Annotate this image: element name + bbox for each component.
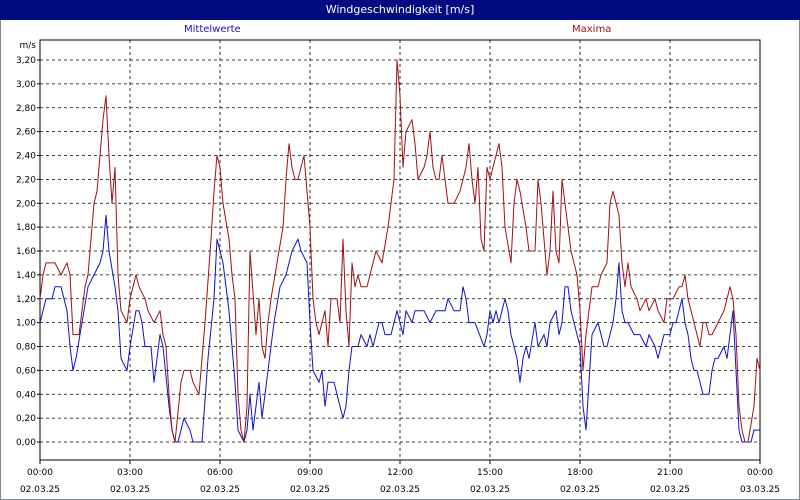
x-tick-time-label: 15:00 (477, 468, 503, 478)
y-tick-label: 1,20 (16, 295, 36, 305)
x-tick-date-label: 02.03.25 (290, 485, 330, 495)
x-tick-date-label: 02.03.25 (560, 485, 600, 495)
legend-max-label: Maxima (572, 24, 612, 35)
x-tick-date-label: 02.03.25 (650, 485, 690, 495)
x-tick-time-label: 12:00 (387, 468, 413, 478)
x-tick-date-label: 03.03.25 (740, 485, 780, 495)
chart-title: Windgeschwindigkeit [m/s] (0, 0, 800, 20)
x-tick-time-label: 00:00 (747, 468, 773, 478)
y-tick-label: 0,40 (16, 390, 36, 400)
x-tick-time-label: 09:00 (297, 468, 323, 478)
y-tick-label: 3,00 (16, 80, 36, 90)
y-tick-label: 1,40 (16, 271, 36, 281)
y-tick-label: 0,20 (16, 414, 36, 424)
y-tick-label: 1,80 (16, 223, 36, 233)
y-tick-label: 1,60 (16, 247, 36, 257)
y-tick-label: 2,40 (16, 152, 36, 162)
y-tick-label: 2,20 (16, 175, 36, 185)
axes (37, 39, 761, 464)
x-tick-time-label: 00:00 (27, 468, 53, 478)
y-axis-unit: m/s (20, 41, 37, 51)
x-tick-date-label: 02.03.25 (20, 485, 60, 495)
y-tick-label: 2,00 (16, 199, 36, 209)
x-tick-date-label: 02.03.25 (110, 485, 150, 495)
y-tick-label: 1,00 (16, 319, 36, 329)
y-tick-label: 3,20 (16, 56, 36, 66)
y-tick-label: 2,80 (16, 104, 36, 114)
x-tick-time-label: 03:00 (117, 468, 143, 478)
x-tick-time-label: 18:00 (567, 468, 593, 478)
x-tick-time-label: 06:00 (207, 468, 233, 478)
series (39, 59, 761, 443)
legend-mean-label: Mittelwerte (184, 24, 241, 35)
x-tick-time-label: 21:00 (657, 468, 683, 478)
x-tick-date-label: 02.03.25 (470, 485, 510, 495)
x-tick-date-label: 02.03.25 (380, 485, 420, 495)
y-tick-label: 0,80 (16, 343, 36, 353)
y-tick-label: 2,60 (16, 128, 36, 138)
series-line-maxima (39, 59, 761, 443)
y-tick-label: 0,00 (16, 438, 36, 448)
x-tick-date-label: 02.03.25 (200, 485, 240, 495)
y-tick-label: 0,60 (16, 366, 36, 376)
tick-labels: 0,00 0,20 0,40 0,60 0,80 1,00 1,20 1,40 1,60 1,80… (16, 41, 780, 495)
